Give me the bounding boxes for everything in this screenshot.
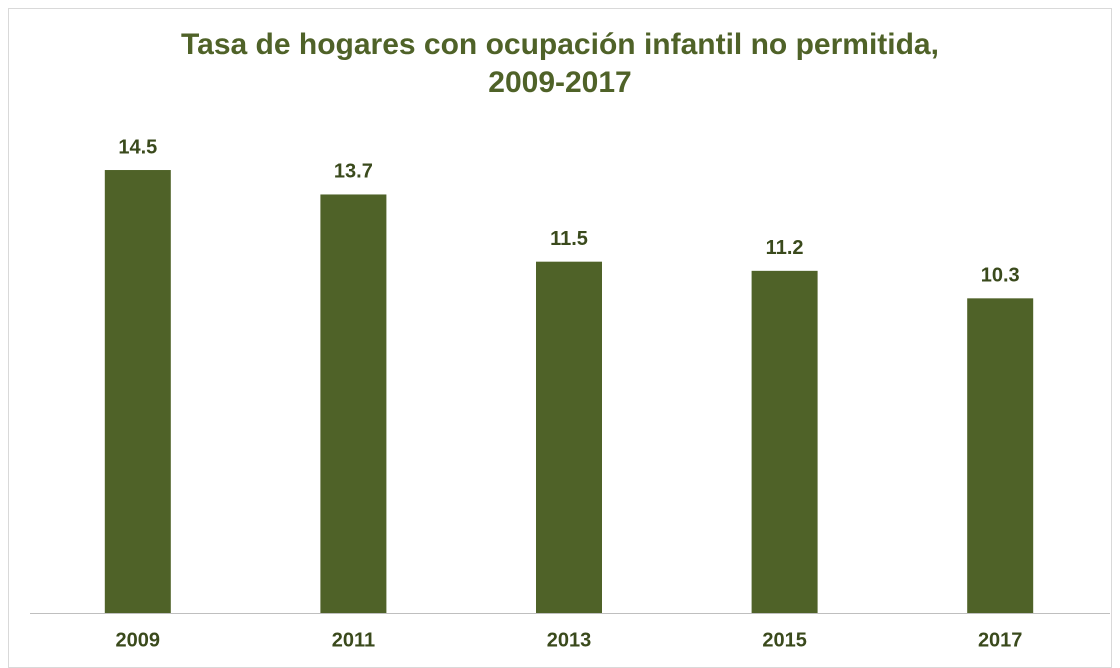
data-label: 14.5 [118, 136, 157, 158]
data-label: 13.7 [334, 161, 373, 183]
x-tick-label: 2013 [547, 629, 592, 651]
x-tick-label: 2009 [116, 629, 161, 651]
chart-title: Tasa de hogares con ocupación infantil n… [181, 28, 939, 99]
data-label: 11.2 [766, 237, 804, 259]
data-label: 11.5 [550, 228, 588, 250]
bar [320, 194, 387, 613]
bar [751, 270, 818, 613]
x-tick-label: 2017 [978, 629, 1023, 651]
bar [104, 170, 171, 613]
bar [536, 261, 602, 613]
x-tick-label: 2011 [332, 629, 375, 651]
x-tick-label: 2015 [762, 629, 807, 651]
bar [967, 298, 1034, 613]
data-label: 10.3 [981, 265, 1020, 287]
